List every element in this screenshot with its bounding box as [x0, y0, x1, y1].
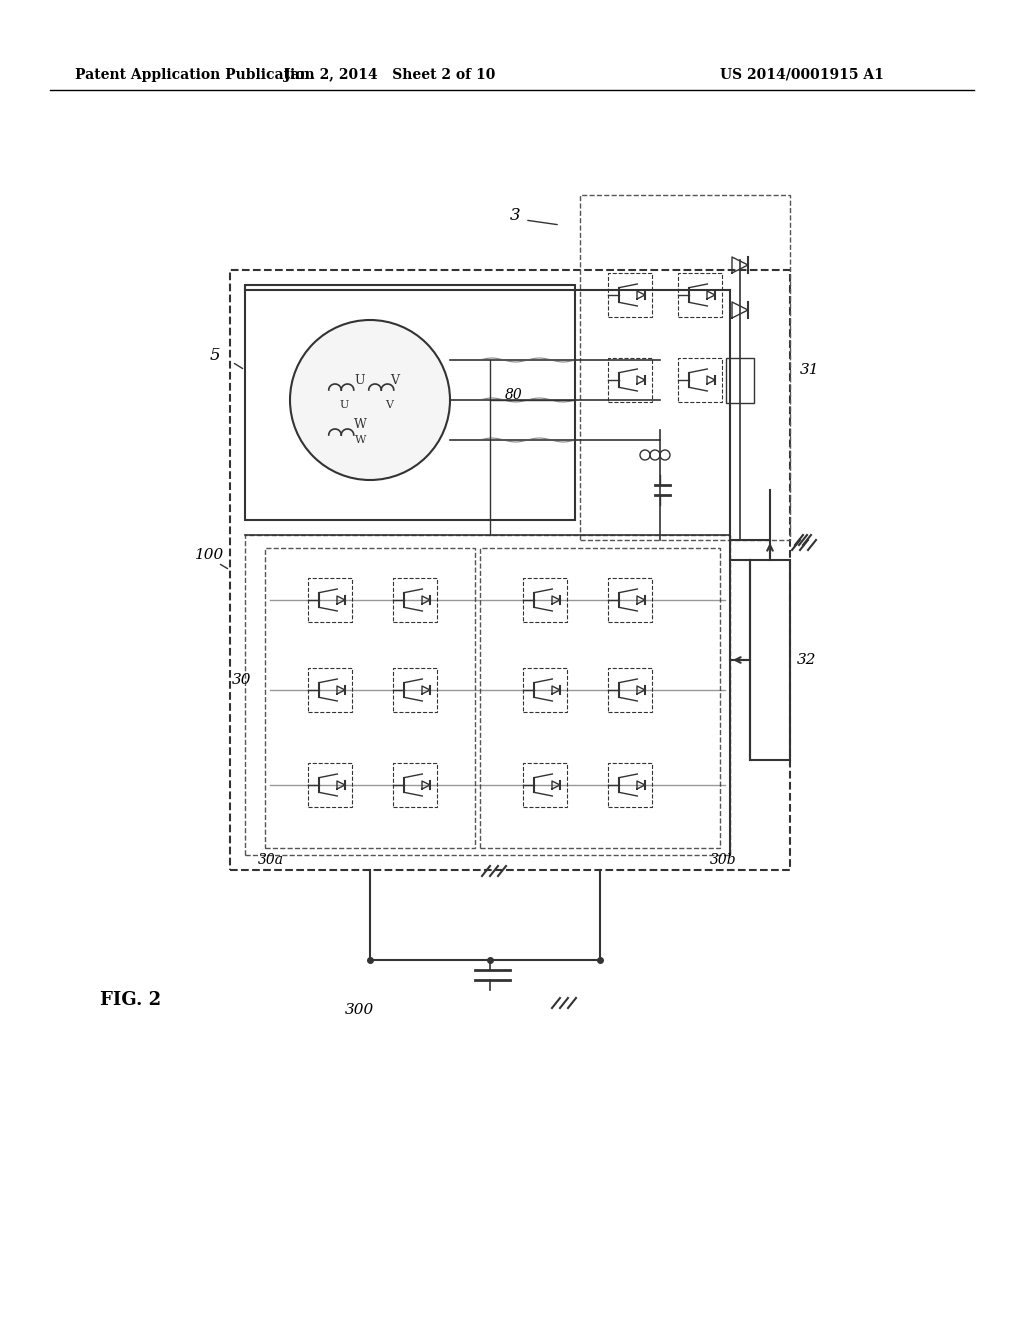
Text: 32: 32: [797, 653, 816, 667]
Bar: [393, 763, 437, 807]
Bar: [523, 763, 567, 807]
Text: 3: 3: [510, 206, 520, 223]
Text: 31: 31: [800, 363, 819, 378]
Bar: [726, 358, 754, 403]
Text: 5: 5: [210, 346, 220, 363]
Text: 80: 80: [505, 388, 522, 403]
Text: 30a: 30a: [258, 853, 284, 867]
Text: 30b: 30b: [710, 853, 736, 867]
Text: U: U: [354, 374, 366, 387]
Bar: [608, 358, 652, 403]
Text: 300: 300: [345, 1003, 374, 1016]
Bar: [750, 560, 790, 760]
Bar: [523, 578, 567, 622]
Text: W: W: [353, 418, 367, 432]
Bar: [265, 548, 475, 847]
Text: U: U: [340, 400, 349, 411]
Bar: [230, 271, 790, 870]
Bar: [393, 668, 437, 711]
Text: Jan. 2, 2014   Sheet 2 of 10: Jan. 2, 2014 Sheet 2 of 10: [285, 69, 496, 82]
Circle shape: [290, 319, 450, 480]
Text: US 2014/0001915 A1: US 2014/0001915 A1: [720, 69, 884, 82]
Bar: [308, 668, 352, 711]
Text: V: V: [390, 374, 399, 387]
Bar: [245, 535, 730, 855]
Text: 30: 30: [232, 673, 252, 686]
Bar: [308, 578, 352, 622]
Bar: [393, 578, 437, 622]
Bar: [608, 763, 652, 807]
Bar: [523, 668, 567, 711]
Text: 100: 100: [195, 548, 224, 562]
Bar: [580, 195, 790, 540]
Bar: [480, 548, 720, 847]
Text: V: V: [385, 400, 393, 411]
Bar: [608, 578, 652, 622]
Bar: [608, 273, 652, 317]
Bar: [678, 358, 722, 403]
Text: FIG. 2: FIG. 2: [100, 991, 161, 1008]
Bar: [245, 285, 575, 520]
Text: W: W: [355, 436, 367, 445]
Bar: [308, 763, 352, 807]
Text: Patent Application Publication: Patent Application Publication: [75, 69, 314, 82]
Bar: [608, 668, 652, 711]
Bar: [678, 273, 722, 317]
